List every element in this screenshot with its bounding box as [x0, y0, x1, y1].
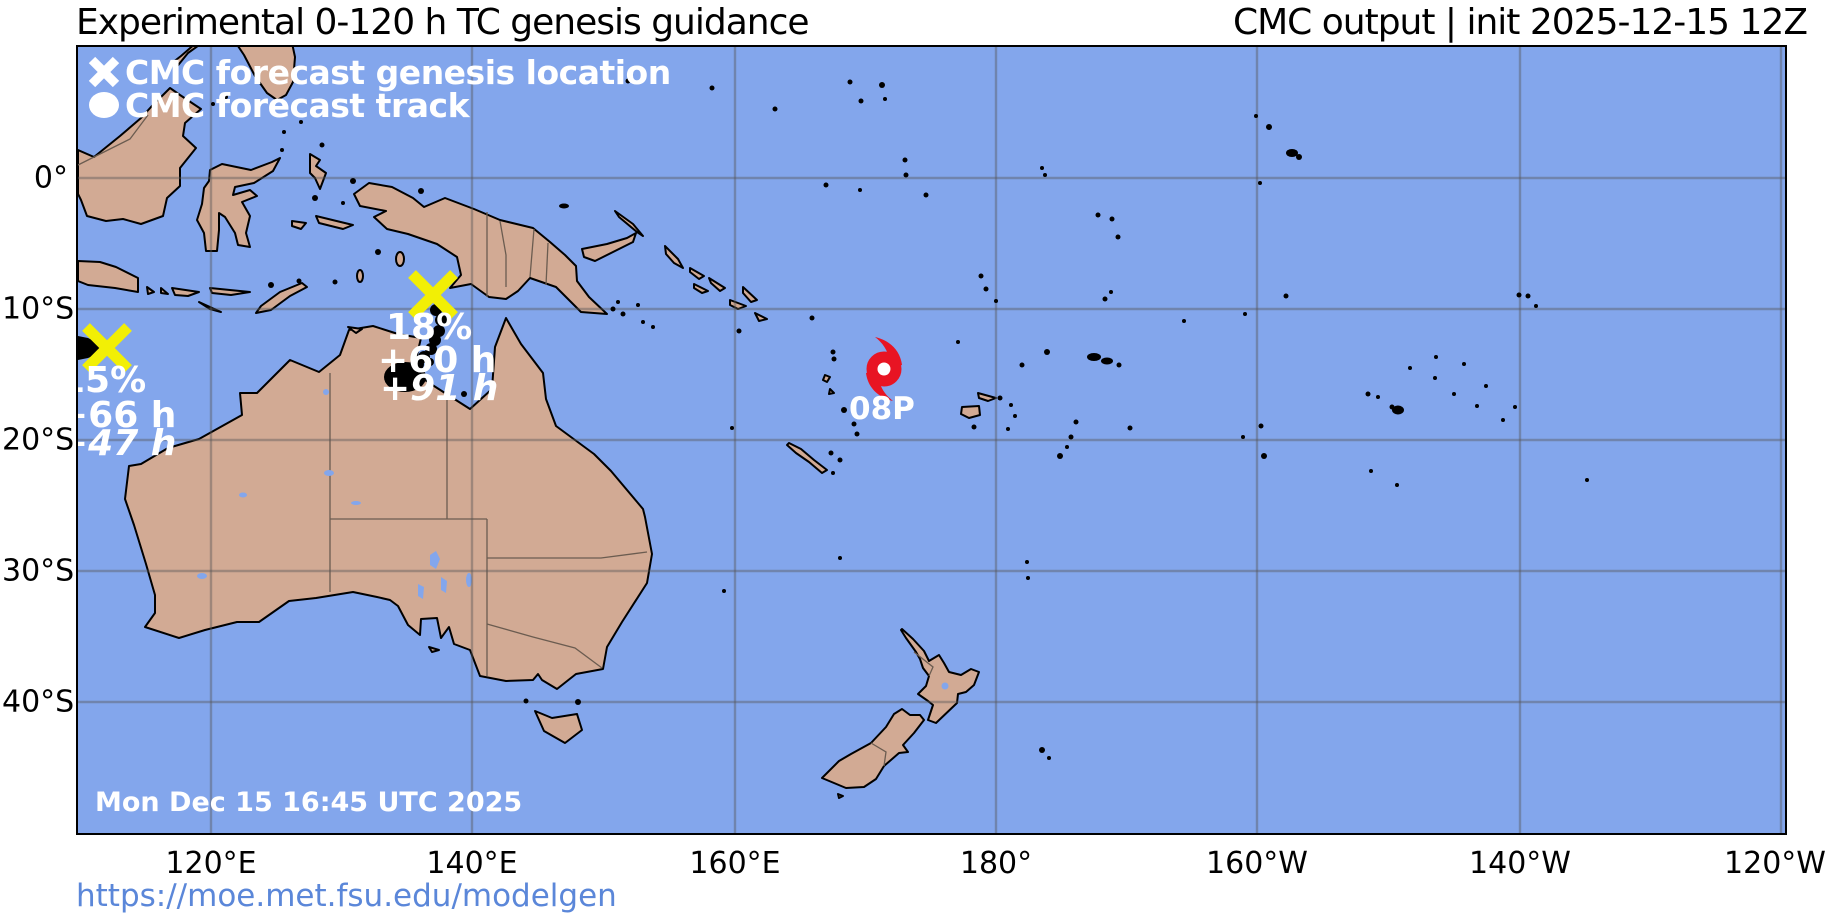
sumba [198, 301, 222, 313]
melville-island [347, 326, 363, 334]
choiseul [689, 267, 705, 280]
tc-symbol-08p [866, 337, 902, 401]
legend-x-icon [88, 56, 120, 88]
new-caledonia [786, 442, 828, 474]
track-genesis-2 [384, 304, 447, 392]
genesis-2-lead-time-2: +91 h [380, 368, 499, 409]
issue-timestamp: Mon Dec 15 16:45 UTC 2025 [95, 787, 523, 818]
lon-tick-160e: 160°E [689, 846, 781, 881]
new-guinea [353, 182, 608, 315]
malaita [742, 286, 758, 303]
santa-isabel [708, 277, 726, 292]
genesis-2-lead-time: +60 h [378, 340, 497, 381]
track-genesis-1 [78, 336, 105, 360]
lon-tick-180: 180° [959, 846, 1033, 881]
state-borders [78, 114, 934, 767]
lon-tick-160w: 160°W [1206, 846, 1308, 881]
lon-tick-140e: 140°E [426, 846, 518, 881]
flores [209, 287, 251, 296]
mindanao [237, 47, 296, 101]
java [78, 260, 139, 293]
genesis-1-lead-time-2: +47 h [78, 423, 177, 464]
page-title: Experimental 0-120 h TC genesis guidance [76, 2, 810, 43]
source-url-link[interactable]: https://moe.met.fsu.edu/modelgen [76, 878, 617, 914]
genesis-x-markers [82, 270, 458, 373]
new-ireland [614, 210, 644, 237]
vanua-levu [977, 392, 997, 402]
borneo [78, 87, 202, 225]
aru [395, 251, 405, 267]
landmasses [78, 47, 997, 799]
genesis-1-lead-time: +66 h [78, 395, 177, 436]
sumbawa [171, 287, 200, 297]
tanimbar [356, 269, 364, 283]
storm-id-label: 08P [849, 391, 915, 427]
model-init-title: CMC output | init 2025-12-15 12Z [1232, 2, 1808, 43]
lat-tick-40s: 40°S [2, 684, 75, 720]
lat-tick-20s: 20°S [2, 422, 75, 458]
nz-south-island [821, 708, 925, 789]
timor [255, 282, 308, 314]
espiritu-santo [822, 374, 831, 383]
genesis-x-1 [82, 323, 132, 373]
bali [146, 286, 155, 295]
lakes [197, 389, 949, 690]
bougainville [664, 245, 684, 269]
sulawesi [196, 157, 281, 252]
genesis-1-probability: 15% [78, 360, 147, 401]
palawan [171, 47, 199, 70]
graticule [78, 47, 1785, 833]
lon-tick-120e: 120°E [165, 846, 257, 881]
legend-track-label: CMC forecast track [125, 86, 470, 125]
kangaroo-island [428, 646, 440, 653]
lon-tick-140w: 140°W [1469, 846, 1571, 881]
small-islands [211, 78, 1589, 760]
halmahera [309, 153, 327, 190]
viti-levu [960, 405, 981, 419]
lat-tick-10s: 10°S [2, 291, 75, 327]
new-georgia [693, 283, 709, 294]
forecast-tracks [78, 304, 447, 392]
lombok [160, 287, 169, 295]
nz-north-island [900, 628, 980, 724]
seram [315, 215, 354, 230]
guadalcanal [729, 299, 747, 310]
stewart-island [837, 793, 844, 799]
new-britain [581, 232, 637, 262]
tasmania [534, 710, 583, 744]
lon-tick-120w: 120°W [1724, 846, 1826, 881]
malakula [828, 388, 835, 395]
australia [124, 317, 653, 690]
lat-tick-30s: 30°S [2, 553, 75, 589]
legend-glyphs [88, 56, 120, 118]
map-canvas: CMC forecast genesis location CMC foreca… [76, 45, 1787, 835]
buru [291, 220, 307, 230]
lat-tick-0: 0° [33, 160, 68, 196]
legend-genesis-label: CMC forecast genesis location [125, 53, 671, 92]
genesis-2-probability: 18% [386, 307, 473, 348]
legend-track-icon [89, 92, 119, 118]
makira [754, 312, 768, 322]
basemap-svg [78, 47, 1785, 833]
genesis-x-2 [408, 270, 458, 320]
